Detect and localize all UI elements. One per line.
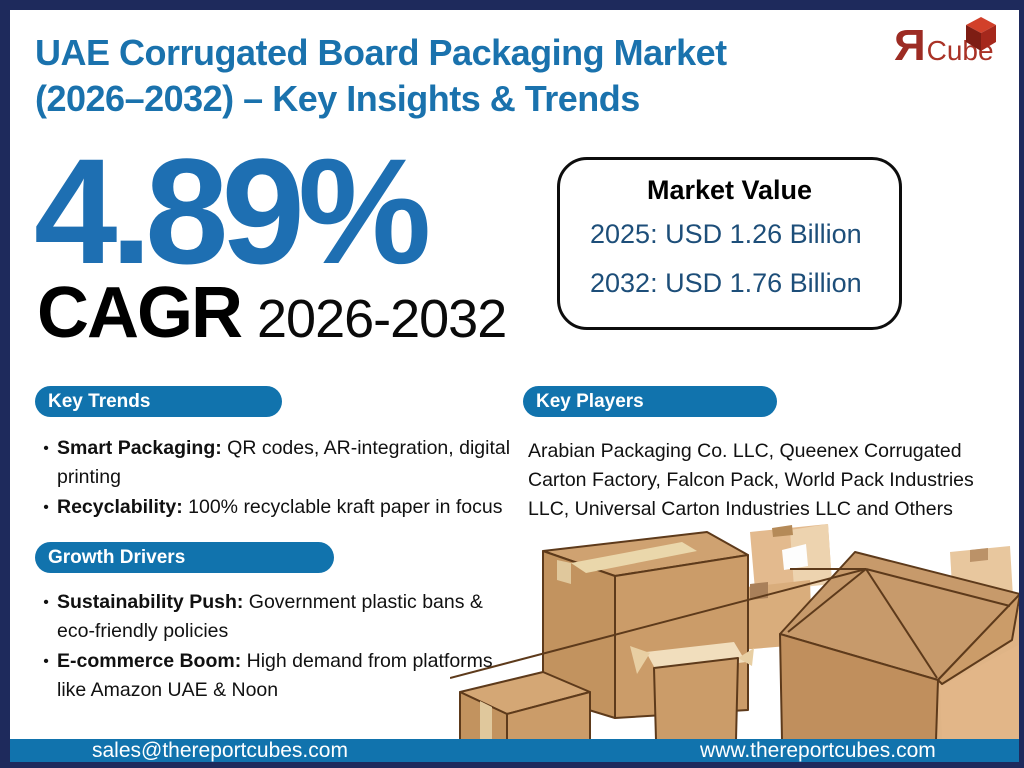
item-lead: Smart Packaging: xyxy=(57,437,222,459)
key-trends-list: • Smart Packaging: QR codes, AR-integrat… xyxy=(35,434,527,523)
brand-logo-r: Я xyxy=(894,21,926,70)
bullet-icon: • xyxy=(43,440,49,457)
market-value-card: Market Value 2025: USD 1.26 Billion 2032… xyxy=(557,157,902,330)
cagr-label: CAGR xyxy=(37,273,243,353)
market-value-title: Market Value xyxy=(646,175,813,205)
key-players-text: Arabian Packaging Co. LLC, Queenex Corru… xyxy=(528,440,974,520)
item-text: High demand from platforms like Amazon U… xyxy=(57,650,493,701)
footer-website-link[interactable]: www.thereportcubes.com xyxy=(700,738,936,762)
item-lead: Recyclability: xyxy=(57,496,183,518)
market-value-2032: 2032: USD 1.76 Billion xyxy=(590,268,862,298)
list-item: • Smart Packaging: QR codes, AR-integrat… xyxy=(35,434,527,492)
cagr-period: 2026-2032 xyxy=(257,289,507,349)
footer-bar: sales@thereportcubes.com www.thereportcu… xyxy=(10,739,1019,762)
cagr-line: CAGR 2026-2032 xyxy=(37,272,507,354)
key-players-header: Key Players xyxy=(523,386,777,417)
item-lead: E-commerce Boom: xyxy=(57,650,242,672)
brand-logo: Я Cube xyxy=(894,17,1004,84)
growth-drivers-header: Growth Drivers xyxy=(35,542,334,573)
footer-email-link[interactable]: sales@thereportcubes.com xyxy=(92,738,348,762)
cagr-value: 4.89% xyxy=(34,127,431,295)
page-title-line1: UAE Corrugated Board Packaging Market xyxy=(35,32,727,73)
page-title-line2: (2026–2032) – Key Insights & Trends xyxy=(35,78,640,120)
item-text: 100% recyclable kraft paper in focus xyxy=(182,496,503,518)
market-value-2025: 2025: USD 1.26 Billion xyxy=(590,219,862,249)
cube-3d-icon xyxy=(966,17,996,51)
list-item: • Sustainability Push: Government plasti… xyxy=(35,588,520,646)
bullet-icon: • xyxy=(43,499,49,516)
key-trends-header: Key Trends xyxy=(35,386,282,417)
page-title: UAE Corrugated Board Packaging Market (2… xyxy=(35,30,825,122)
list-item: • Recyclability: 100% recyclable kraft p… xyxy=(35,493,527,522)
item-text: QR codes, AR-integration, digital printi… xyxy=(57,437,511,488)
growth-drivers-list: • Sustainability Push: Government plasti… xyxy=(35,588,520,706)
content-area: UAE Corrugated Board Packaging Market (2… xyxy=(10,10,1019,762)
item-lead: Sustainability Push: xyxy=(57,591,244,613)
item-text: Government plastic bans & eco-friendly p… xyxy=(57,591,483,642)
bullet-icon: • xyxy=(43,653,49,670)
cardboard-boxes-illustration xyxy=(450,524,1019,740)
list-item: • E-commerce Boom: High demand from plat… xyxy=(35,647,520,705)
bullet-icon: • xyxy=(43,594,49,611)
